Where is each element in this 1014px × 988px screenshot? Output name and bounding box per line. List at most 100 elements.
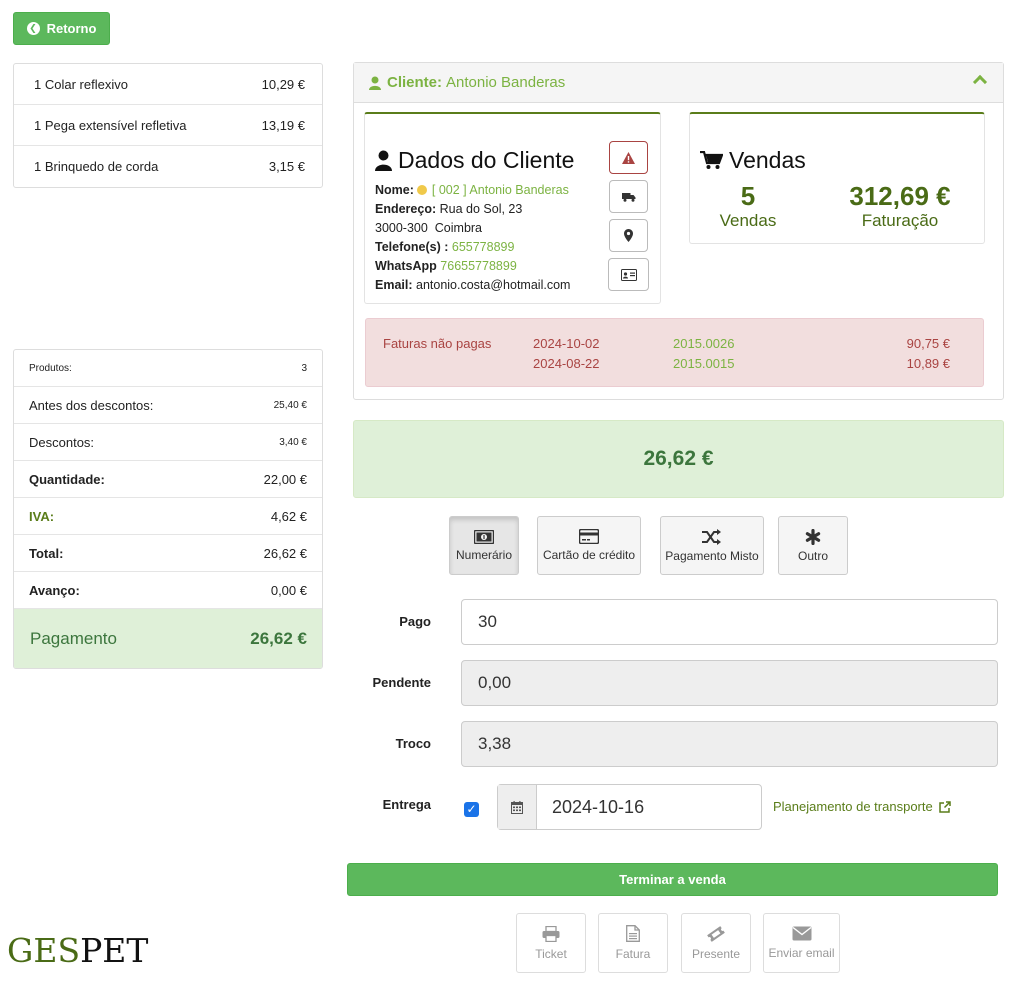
cidade-value: 3000-300 Coimbra [375, 221, 483, 235]
calendar-addon[interactable] [498, 785, 537, 829]
payment-card-button[interactable]: Cartão de crédito [537, 516, 641, 575]
client-header-name: Antonio Banderas [446, 74, 566, 91]
ticket-button[interactable]: Ticket [516, 913, 586, 973]
summary-value: 22,00 € [263, 471, 307, 487]
payment-other-label: Outro [797, 548, 828, 563]
list-item[interactable]: 1 Pega extensível refletiva 13,19 € [14, 105, 322, 146]
telefone-label: Telefone(s) : [375, 240, 449, 254]
summary-row-avanco: Avanço: 0,00 € [14, 572, 322, 609]
entrega-date-picker[interactable]: 2024-10-16 [497, 784, 762, 830]
pago-label: Pago [399, 614, 431, 629]
summary-row-total: Total: 26,62 € [14, 535, 322, 572]
endereco-value: Rua do Sol, 23 [439, 202, 523, 216]
sales-revenue-value: 312,69 € [849, 181, 951, 211]
id-card-icon [620, 268, 637, 281]
send-email-label: Enviar email [768, 946, 835, 960]
pendente-value: 0,00 [478, 673, 512, 692]
invoice-amount: 10,89 € [906, 356, 950, 371]
invoice-button[interactable]: Fatura [598, 913, 668, 973]
warning-icon [622, 151, 635, 164]
summary-label: Produtos: [29, 362, 72, 374]
sales-title-text: Vendas [729, 147, 806, 173]
user-icon [369, 76, 381, 90]
pago-input[interactable]: 30 [461, 599, 998, 645]
endereco-label: Endereço: [375, 202, 437, 216]
nome-label: Nome: [375, 183, 414, 197]
sales-title: Vendas [700, 147, 806, 174]
chevron-up-icon[interactable] [972, 74, 988, 90]
whatsapp-link[interactable]: 76655778899 [440, 259, 517, 273]
client-panel: Cliente: Antonio Banderas [353, 62, 1004, 400]
transport-planning-link[interactable]: Planejamento de transporte [773, 799, 951, 814]
sales-count-label: Vendas [719, 211, 777, 230]
payment-mixed-label: Pagamento Misto [665, 548, 759, 563]
client-name-link[interactable]: [ 002 ] Antonio Banderas [431, 183, 569, 197]
unpaid-invoices-label: Faturas não pagas [383, 336, 492, 351]
invoice-amount: 90,75 € [906, 336, 950, 351]
client-data-card: Dados do Cliente Nome: [ 002 ] Antonio Ba… [364, 112, 661, 304]
back-button[interactable]: ❮ Retorno [13, 12, 110, 45]
list-item[interactable]: 1 Brinquedo de corda 3,15 € [14, 146, 322, 187]
sales-count-value: 5 [740, 181, 756, 211]
delivery-button[interactable] [609, 180, 648, 213]
order-summary: Produtos: 3 Antes dos descontos: 25,40 €… [13, 349, 323, 669]
item-price: 10,29 € [261, 76, 305, 92]
summary-row-pagamento: Pagamento 26,62 € [14, 609, 322, 668]
whatsapp-label: WhatsApp [375, 259, 437, 273]
pendente-field: 0,00 [461, 660, 998, 706]
pago-value: 30 [478, 612, 497, 631]
truck-icon [621, 192, 635, 202]
list-item[interactable]: 1 Colar reflexivo 10,29 € [14, 64, 322, 105]
location-button[interactable] [609, 219, 648, 252]
entrega-label: Entrega [382, 797, 431, 812]
alert-button[interactable] [609, 141, 648, 174]
summary-label: Total: [29, 545, 64, 561]
gespet-logo: GESPET [7, 931, 148, 970]
invoice-number-link[interactable]: 2015.0026 [673, 336, 735, 351]
payment-mixed-button[interactable]: Pagamento Misto [660, 516, 764, 575]
gift-button[interactable]: Presente [681, 913, 751, 973]
payment-cash-button[interactable]: Numerário [449, 516, 519, 575]
item-qty: 1 [34, 159, 42, 174]
invoice-date: 2024-08-22 [533, 356, 600, 371]
sales-card: Vendas 5 Vendas 312,69 € Faturação [689, 112, 985, 244]
item-price: 3,15 € [268, 159, 305, 174]
sales-revenue-label: Faturação [861, 211, 939, 230]
item-name: Brinquedo de corda [44, 159, 159, 174]
item-name: Pega extensível refletiva [44, 117, 187, 133]
client-info: Nome:[ 002 ] Antonio Banderas Endereço: … [375, 181, 570, 295]
send-email-button[interactable]: Enviar email [763, 913, 840, 973]
telefone-link[interactable]: 655778899 [451, 240, 515, 254]
summary-row-produtos: Produtos: 3 [14, 350, 322, 387]
summary-row-descontos: Descontos: 3,40 € [14, 424, 322, 461]
payment-other-button[interactable]: Outro [778, 516, 848, 575]
money-icon [474, 529, 494, 544]
credit-card-icon [579, 529, 599, 544]
summary-row-antes: Antes dos descontos: 25,40 € [14, 387, 322, 424]
transport-planning-label: Planejamento de transporte [773, 799, 933, 814]
cart-list: 1 Colar reflexivo 10,29 € 1 Pega extensí… [13, 63, 323, 188]
summary-label: Pagamento [30, 629, 117, 648]
email-value: antonio.costa@hotmail.com [416, 278, 571, 292]
client-header-label: Cliente: [387, 74, 443, 91]
entrega-checkbox[interactable]: ✓ [464, 802, 479, 817]
id-card-button[interactable] [608, 258, 649, 291]
summary-value: 0,00 € [270, 582, 307, 598]
client-panel-header[interactable]: Cliente: Antonio Banderas [354, 63, 1003, 103]
entrega-date-value: 2024-10-16 [552, 796, 645, 817]
invoice-number-link[interactable]: 2015.0015 [673, 356, 735, 371]
email-label: Email: [375, 278, 413, 292]
asterisk-icon [805, 528, 821, 545]
envelope-icon [792, 926, 811, 941]
ticket-label: Ticket [535, 946, 567, 961]
summary-label: IVA: [29, 508, 55, 524]
troco-field: 3,38 [461, 721, 998, 767]
user-icon [375, 150, 392, 171]
total-display-value: 26,62 € [643, 447, 714, 470]
item-price: 13,19 € [261, 117, 305, 133]
summary-label: Quantidade: [29, 471, 105, 487]
finish-sale-button[interactable]: Terminar a venda [347, 863, 998, 896]
entrega-date-input[interactable]: 2024-10-16 [537, 785, 761, 829]
pendente-label: Pendente [372, 675, 431, 690]
sales-revenue: 312,69 € Faturação [835, 182, 965, 232]
